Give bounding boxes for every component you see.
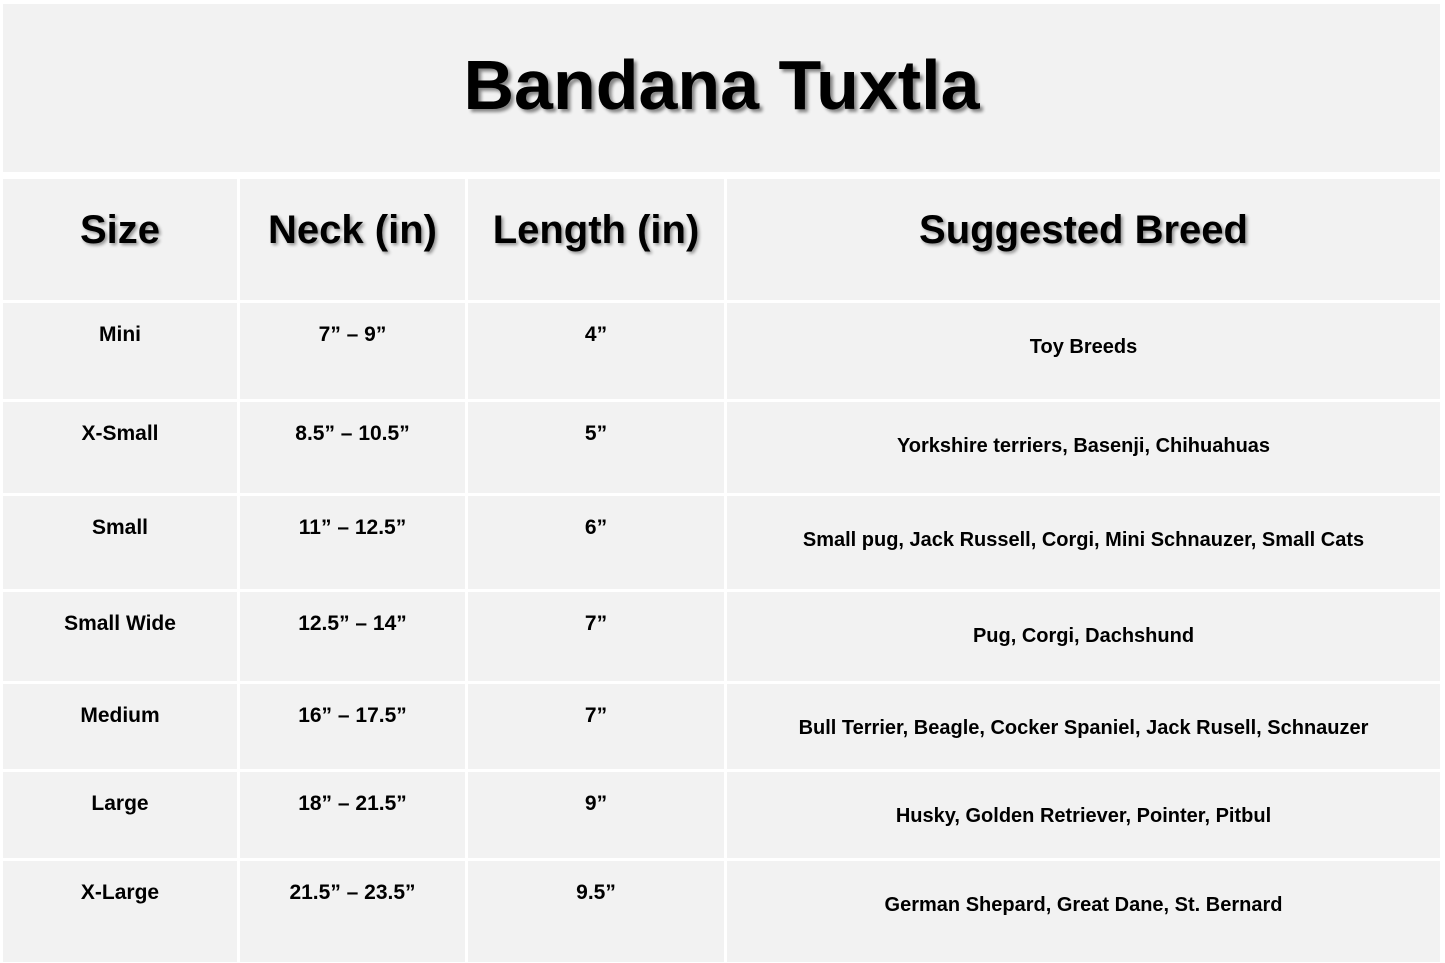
breed-cell: Bull Terrier, Beagle, Cocker Spaniel, Ja… [727,684,1440,769]
length-cell: 9.5” [468,861,724,962]
neck-cell: 18” – 21.5” [240,772,465,858]
header-length: Length (in) [468,179,724,300]
neck-cell: 8.5” – 10.5” [240,402,465,493]
header-size: Size [3,179,237,300]
breed-cell: Husky, Golden Retriever, Pointer, Pitbul [727,772,1440,858]
length-cell: 4” [468,303,724,399]
neck-cell: 7” – 9” [240,303,465,399]
size-cell: Small Wide [3,592,237,681]
length-cell: 6” [468,496,724,589]
size-cell: Mini [3,303,237,399]
size-chart-table: Size Neck (in) Length (in) Suggested Bre… [3,179,1440,962]
breed-cell: German Shepard, Great Dane, St. Bernard [727,861,1440,962]
header-neck: Neck (in) [240,179,465,300]
breed-cell: Yorkshire terriers, Basenji, Chihuahuas [727,402,1440,493]
neck-cell: 12.5” – 14” [240,592,465,681]
size-cell: X-Small [3,402,237,493]
size-cell: X-Large [3,861,237,962]
page-title: Bandana Tuxtla [463,46,980,124]
neck-cell: 21.5” – 23.5” [240,861,465,962]
length-cell: 5” [468,402,724,493]
length-cell: 7” [468,684,724,769]
size-cell: Large [3,772,237,858]
breed-cell: Small pug, Jack Russell, Corgi, Mini Sch… [727,496,1440,589]
length-cell: 7” [468,592,724,681]
neck-cell: 16” – 17.5” [240,684,465,769]
size-cell: Medium [3,684,237,769]
title-banner: Bandana Tuxtla [3,4,1440,172]
header-breed: Suggested Breed [727,179,1440,300]
breed-cell: Pug, Corgi, Dachshund [727,592,1440,681]
size-cell: Small [3,496,237,589]
neck-cell: 11” – 12.5” [240,496,465,589]
breed-cell: Toy Breeds [727,303,1440,399]
length-cell: 9” [468,772,724,858]
